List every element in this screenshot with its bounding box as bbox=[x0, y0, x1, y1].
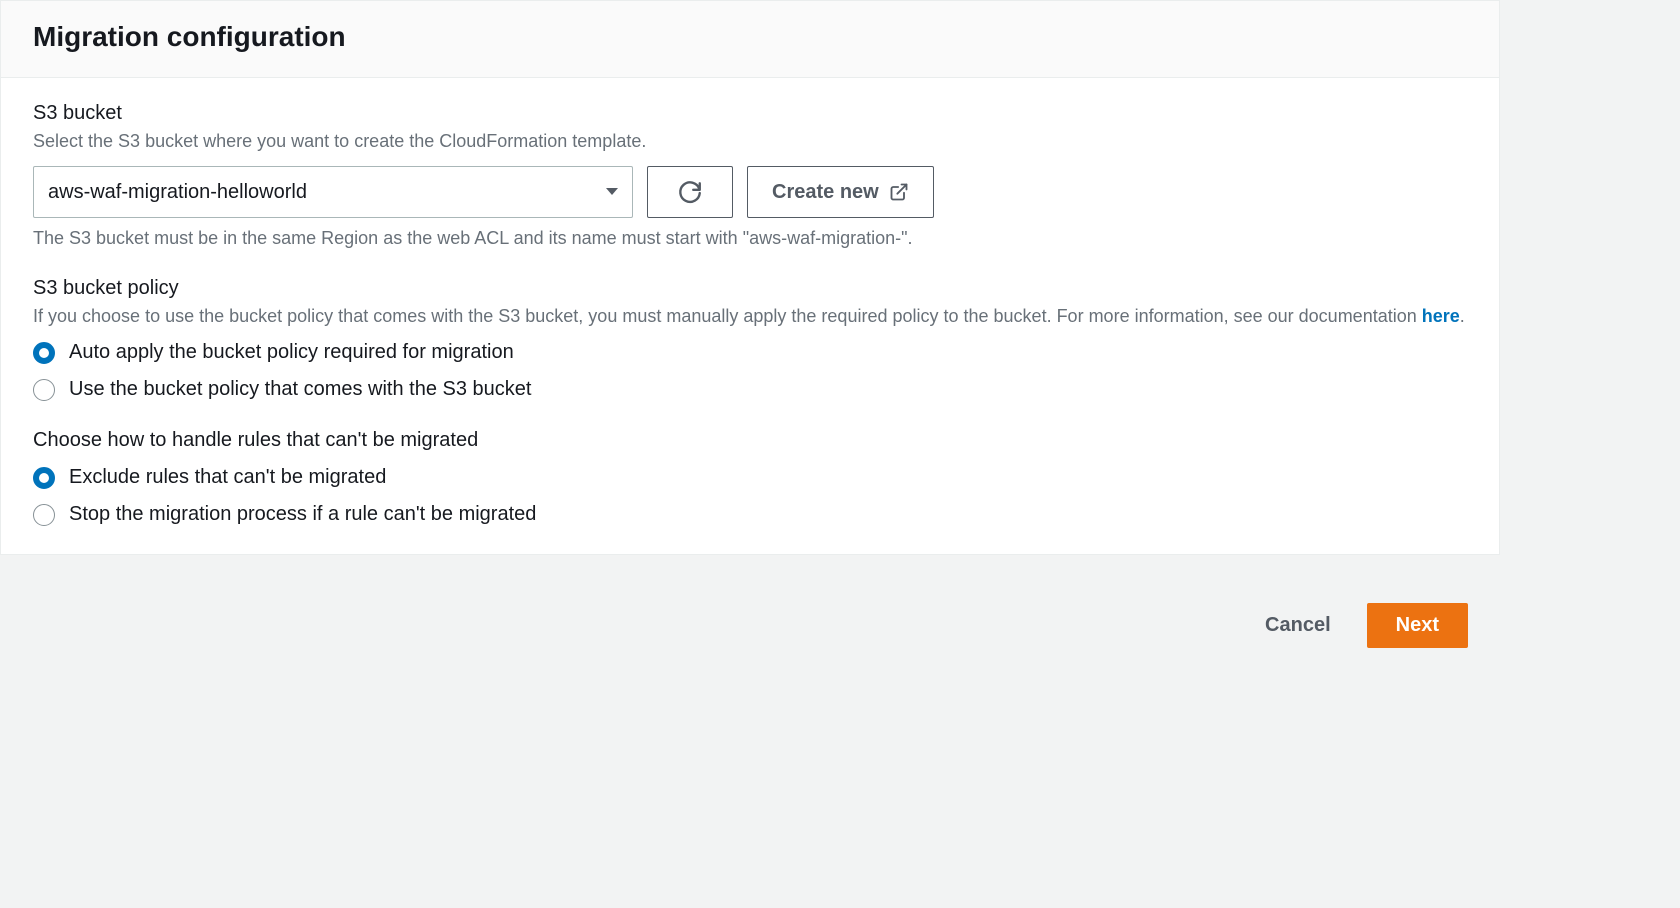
bucket-policy-option-label: Use the bucket policy that comes with th… bbox=[69, 378, 531, 401]
page-container: Migration configuration S3 bucket Select… bbox=[0, 0, 1500, 648]
wizard-footer: Cancel Next bbox=[0, 579, 1500, 648]
rule-handling-section: Choose how to handle rules that can't be… bbox=[33, 429, 1467, 526]
rule-handling-option-label: Stop the migration process if a rule can… bbox=[69, 503, 536, 526]
bucket-policy-label: S3 bucket policy bbox=[33, 277, 1467, 300]
panel-header: Migration configuration bbox=[1, 1, 1499, 78]
s3-bucket-hint: The S3 bucket must be in the same Region… bbox=[33, 228, 1467, 249]
cancel-button[interactable]: Cancel bbox=[1245, 603, 1351, 648]
rule-handling-heading: Choose how to handle rules that can't be… bbox=[33, 429, 1467, 452]
s3-bucket-section: S3 bucket Select the S3 bucket where you… bbox=[33, 102, 1467, 249]
s3-bucket-label: S3 bucket bbox=[33, 102, 1467, 125]
refresh-icon bbox=[677, 179, 703, 205]
panel-body: S3 bucket Select the S3 bucket where you… bbox=[1, 78, 1499, 554]
bucket-policy-radio-group: Auto apply the bucket policy required fo… bbox=[33, 341, 1467, 401]
radio-unselected-icon bbox=[33, 379, 55, 401]
radio-unselected-icon bbox=[33, 504, 55, 526]
radio-selected-icon bbox=[33, 342, 55, 364]
rule-handling-option-label: Exclude rules that can't be migrated bbox=[69, 466, 386, 489]
external-link-icon bbox=[889, 182, 909, 202]
s3-bucket-select-wrap: aws-waf-migration-helloworld bbox=[33, 166, 633, 218]
bucket-policy-option-auto[interactable]: Auto apply the bucket policy required fo… bbox=[33, 341, 1467, 364]
next-button[interactable]: Next bbox=[1367, 603, 1468, 648]
radio-selected-icon bbox=[33, 467, 55, 489]
bucket-policy-option-existing[interactable]: Use the bucket policy that comes with th… bbox=[33, 378, 1467, 401]
s3-bucket-selected-value: aws-waf-migration-helloworld bbox=[48, 181, 307, 204]
rule-handling-option-exclude[interactable]: Exclude rules that can't be migrated bbox=[33, 466, 1467, 489]
bucket-policy-description: If you choose to use the bucket policy t… bbox=[33, 304, 1467, 329]
panel-title: Migration configuration bbox=[33, 21, 1467, 53]
refresh-button[interactable] bbox=[647, 166, 733, 218]
s3-bucket-description: Select the S3 bucket where you want to c… bbox=[33, 129, 1467, 154]
create-new-label: Create new bbox=[772, 181, 879, 204]
bucket-policy-desc-prefix: If you choose to use the bucket policy t… bbox=[33, 306, 1422, 326]
bucket-policy-section: S3 bucket policy If you choose to use th… bbox=[33, 277, 1467, 401]
s3-bucket-select[interactable]: aws-waf-migration-helloworld bbox=[33, 166, 633, 218]
bucket-policy-desc-suffix: . bbox=[1460, 306, 1465, 326]
bucket-policy-option-label: Auto apply the bucket policy required fo… bbox=[69, 341, 514, 364]
rule-handling-option-stop[interactable]: Stop the migration process if a rule can… bbox=[33, 503, 1467, 526]
migration-config-panel: Migration configuration S3 bucket Select… bbox=[0, 0, 1500, 555]
rule-handling-radio-group: Exclude rules that can't be migrated Sto… bbox=[33, 466, 1467, 526]
documentation-link[interactable]: here bbox=[1422, 306, 1460, 326]
s3-bucket-row: aws-waf-migration-helloworld bbox=[33, 166, 1467, 218]
create-new-button[interactable]: Create new bbox=[747, 166, 934, 218]
